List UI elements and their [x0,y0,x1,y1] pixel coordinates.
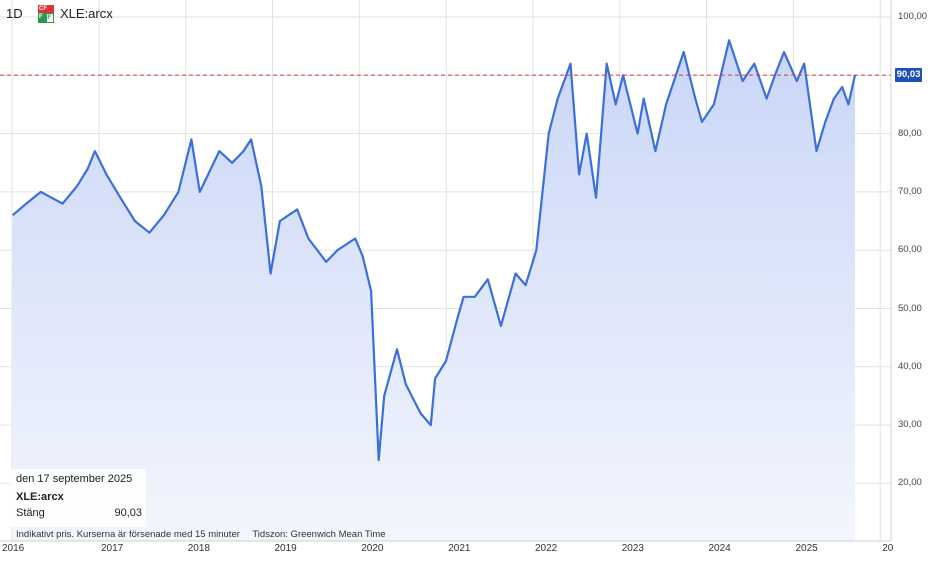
x-tick-label: 2016 [2,543,25,554]
x-tick-label: 20 [882,543,894,554]
x-tick-label: 2024 [708,543,731,554]
x-tick-label: 2022 [534,543,558,554]
tooltip-symbol: XLE:arcx [16,491,64,503]
y-tick-label: 50,00 [898,302,922,314]
chart-footer: Indikativt pris. Kurserna är försenade m… [16,529,396,540]
x-tick-label: 2019 [274,543,297,554]
timezone-notice: Tidszon: Greenwich Mean Time [252,529,386,540]
y-tick-label: 100,00 [898,11,928,22]
tooltip-date: den 17 september 2025 [16,473,133,485]
y-tick-label: 70,00 [898,185,922,197]
x-tick-label: 2018 [187,543,210,554]
interval-selector[interactable]: 1D [6,5,23,21]
delay-notice: Indikativt pris. Kurserna är försenade m… [16,529,240,540]
x-tick-label: 2020 [361,543,384,554]
y-tick-label: 60,00 [898,244,922,256]
y-tick-label: 30,00 [898,419,922,431]
symbol-label: XLE:arcx [60,5,113,21]
y-tick-label: 40,00 [898,360,922,372]
x-tick-label: 2017 [100,543,124,554]
x-tick-label: 2025 [795,543,818,554]
x-tick-label: 2021 [448,543,471,554]
x-tick-label: 2023 [621,543,644,554]
hover-tooltip: den 17 september 2025 XLE:arcx Stäng 90,… [10,469,146,527]
tooltip-close-value: 90,03 [114,507,142,519]
price-line [11,39,857,462]
y-tick-label: 20,00 [898,477,922,489]
tooltip-close-label: Stäng [16,507,45,519]
price-area-fill [12,40,855,542]
y-tick-label: 80,00 [898,127,922,139]
last-price-tag: 90,03 [895,68,922,82]
